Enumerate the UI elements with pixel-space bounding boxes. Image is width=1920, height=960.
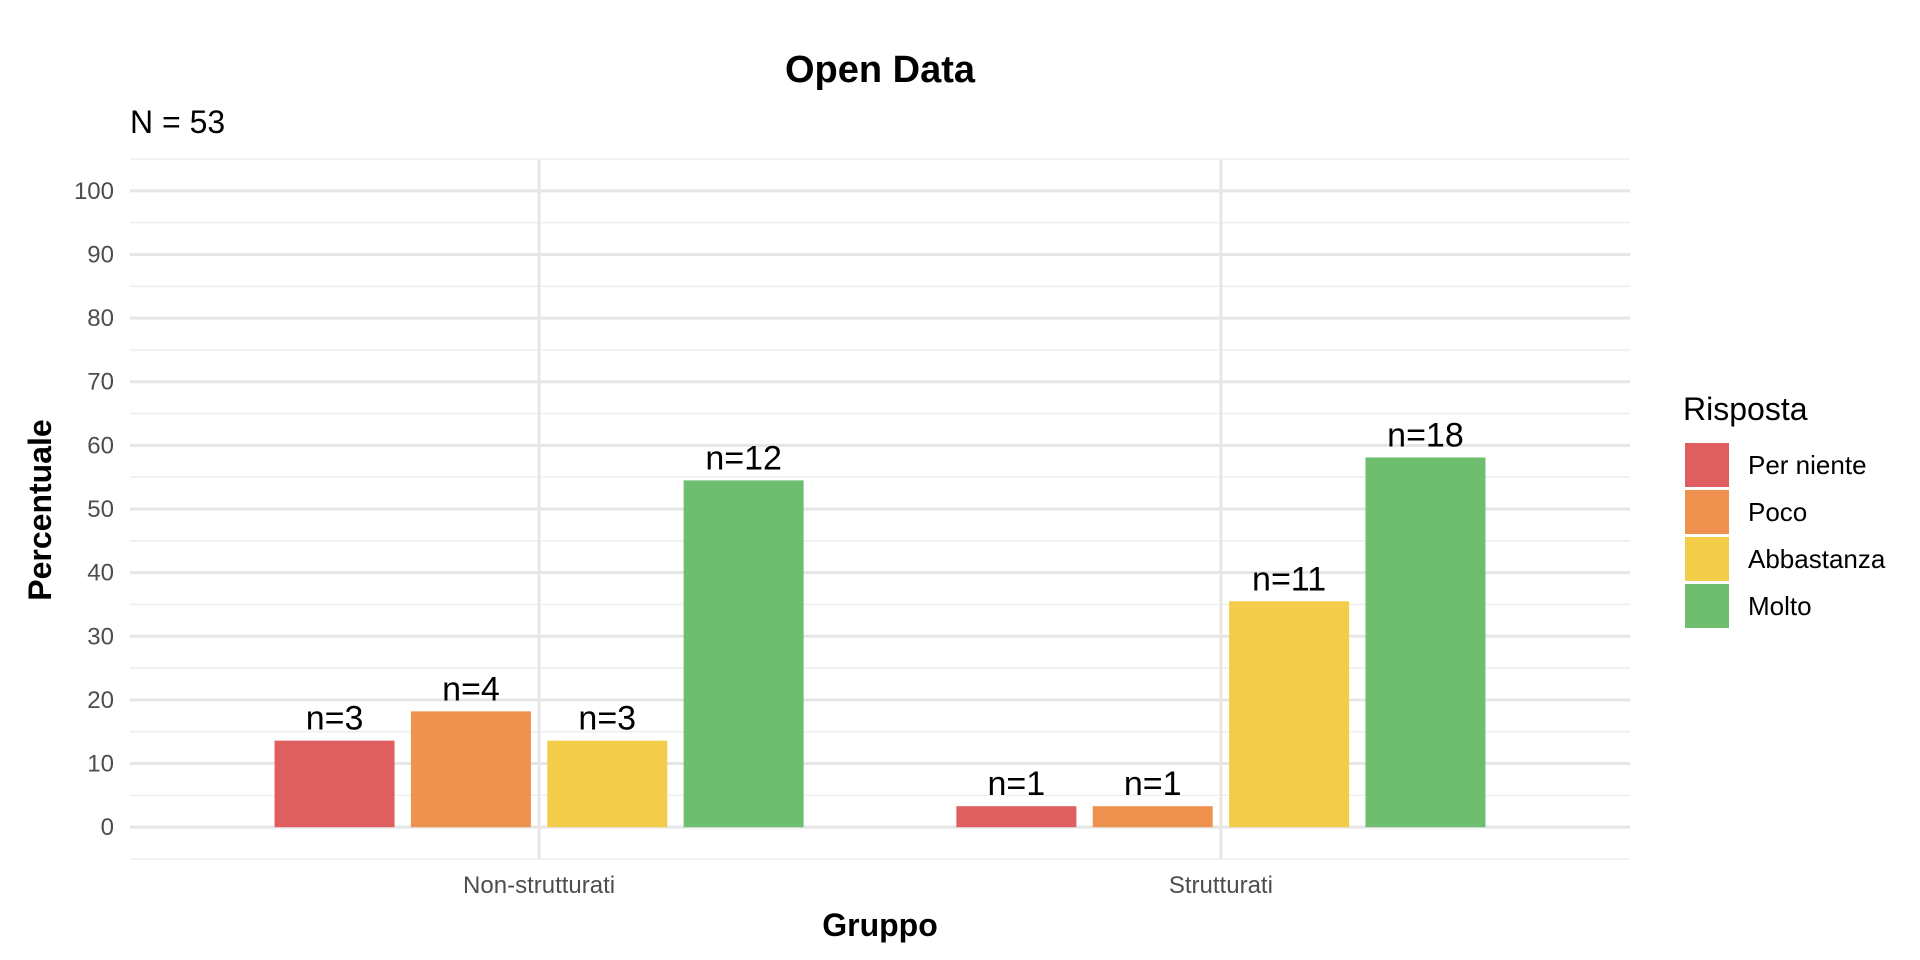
bar [1229,601,1350,828]
legend-key [1685,537,1729,581]
bar-data-label: n=4 [442,670,500,708]
y-tick-label: 0 [101,814,114,841]
bar [274,740,395,828]
y-tick-label: 20 [87,687,114,714]
bar-labels: n=3 n=4 n=3 n=12 n=1 n=1 n=11 n=18 [306,416,1464,803]
chart-subtitle: N = 53 [130,104,225,140]
y-tick-label: 60 [87,432,114,459]
legend-key [1685,584,1729,628]
x-axis-ticks: Non-strutturati Strutturati [463,872,1273,899]
legend-label: Molto [1748,591,1812,621]
legend-label: Poco [1748,497,1807,527]
bar-data-label: n=18 [1387,416,1464,454]
bar [547,740,668,828]
bar-data-label: n=3 [578,700,636,738]
x-axis-title: Gruppo [822,907,938,943]
chart-title: Open Data [785,49,976,91]
bar-data-label: n=1 [1124,765,1182,803]
y-axis-title: Percentuale [22,419,58,600]
bar [683,480,804,828]
bar-data-label: n=1 [988,765,1046,803]
y-tick-label: 80 [87,305,114,332]
y-tick-label: 100 [74,178,114,205]
y-tick-label: 40 [87,560,114,587]
y-tick-label: 70 [87,369,114,396]
bar-data-label: n=3 [306,700,364,738]
bar [956,806,1077,828]
y-tick-label: 50 [87,496,114,523]
bar-data-label: n=12 [705,439,782,477]
bar [1092,806,1213,828]
bar-data-label: n=11 [1252,560,1326,598]
legend-items: Per niente Poco Abbastanza Molto [1685,443,1886,628]
bars [274,457,1486,828]
legend-key [1685,443,1729,487]
legend-key [1685,490,1729,534]
x-tick-label: Non-strutturati [463,872,615,899]
y-tick-label: 10 [87,751,114,778]
legend: Risposta Per niente Poco Abbastanza Molto [1683,391,1886,628]
y-tick-label: 90 [87,241,114,268]
legend-label: Per niente [1748,450,1867,480]
bar [1365,457,1486,828]
y-tick-label: 30 [87,623,114,650]
x-tick-label: Strutturati [1169,872,1273,899]
legend-title: Risposta [1683,391,1808,427]
bar [410,711,531,828]
y-axis-ticks: 0 10 20 30 40 50 60 70 80 90 100 [74,178,114,841]
legend-label: Abbastanza [1748,544,1886,574]
